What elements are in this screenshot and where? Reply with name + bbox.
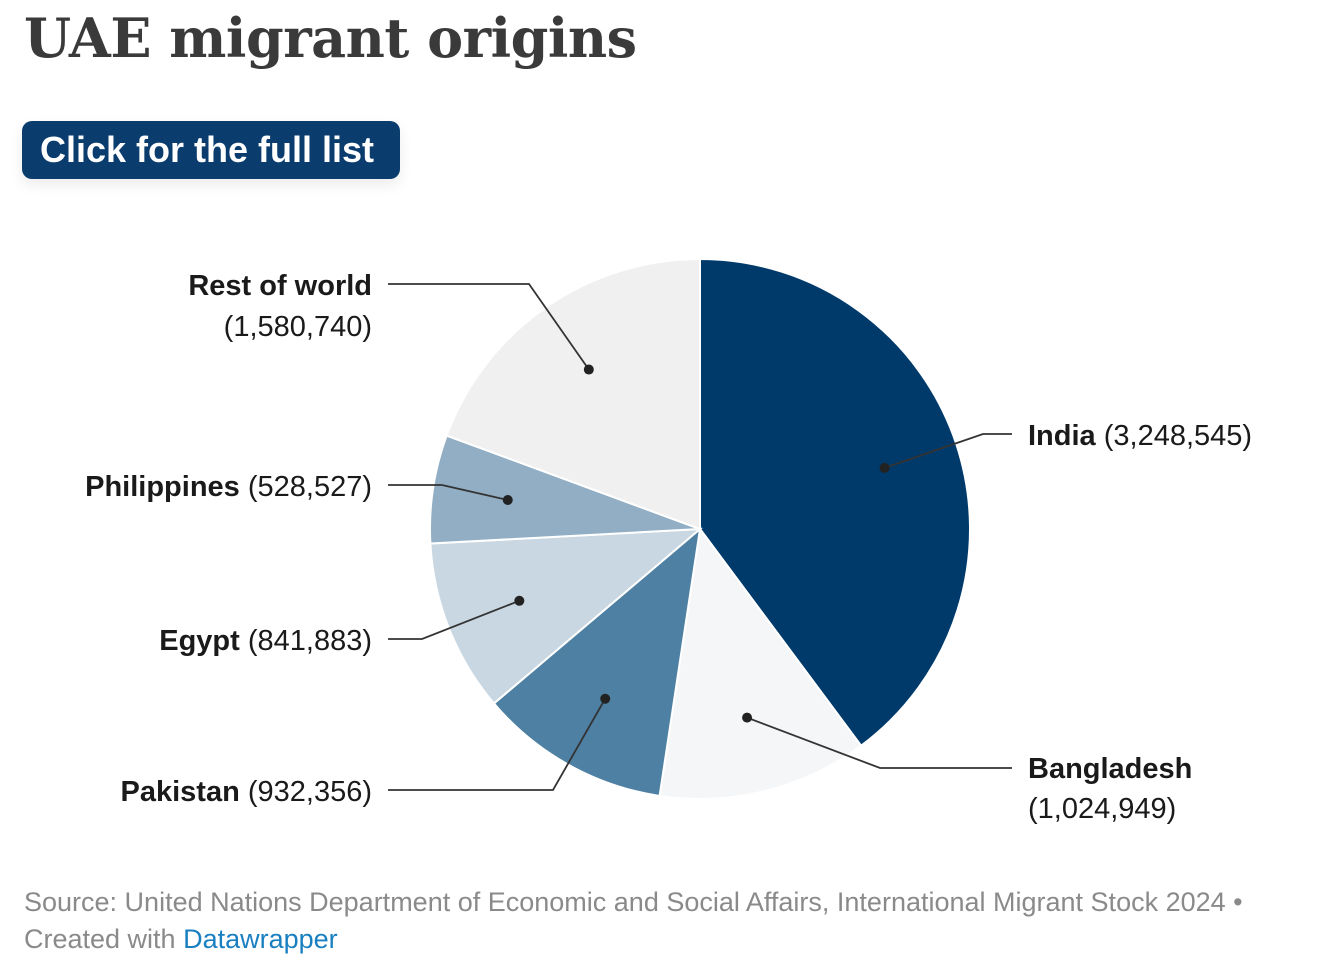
leader-dot-bangladesh	[742, 712, 753, 723]
source-note: Source: United Nations Department of Eco…	[24, 884, 1324, 958]
leader-line-egypt	[388, 599, 520, 640]
leader-dot-philippines	[502, 495, 513, 506]
label-name-egypt: Egypt	[159, 625, 240, 657]
data-label-pakistan: Pakistan (932,356)	[121, 776, 373, 808]
datawrapper-link[interactable]: Datawrapper	[183, 924, 338, 954]
chart-title: UAE migrant origins	[24, 6, 637, 70]
label-name-philippines: Philippines	[85, 471, 240, 503]
label-value-india: (3,248,545)	[1096, 420, 1252, 452]
leader-dot-egypt	[514, 595, 525, 606]
data-label-philippines: Philippines (528,527)	[85, 471, 372, 503]
leader-line-bangladesh	[746, 716, 1012, 769]
data-label-egypt: Egypt (841,883)	[159, 625, 372, 657]
label-name-india: India	[1028, 420, 1097, 452]
pie-slice-philippines	[429, 434, 701, 545]
label-name-rest-of-world: Rest of world	[188, 270, 372, 302]
label-value-philippines: (528,527)	[240, 471, 372, 503]
label-name-pakistan: Pakistan	[121, 776, 240, 808]
leader-line-rest-of-world	[388, 283, 590, 371]
label-value-bangladesh: (1,024,949)	[1028, 793, 1176, 825]
leader-line-philippines	[388, 484, 508, 501]
data-label-india: India (3,248,545)	[1028, 420, 1252, 452]
leader-dot-rest-of-world	[583, 364, 594, 375]
leader-line-pakistan	[388, 698, 607, 791]
leader-dot-india	[879, 462, 890, 473]
leader-dot-pakistan	[600, 693, 611, 704]
full-list-button[interactable]: Click for the full list	[22, 121, 401, 179]
source-text: Source: United Nations Department of Eco…	[24, 887, 1243, 954]
label-value-egypt: (841,883)	[240, 625, 372, 657]
label-value-pakistan: (932,356)	[240, 776, 372, 808]
pie-slice-india	[699, 257, 971, 748]
label-name-bangladesh: Bangladesh	[1028, 753, 1192, 785]
label-value-rest-of-world: (1,580,740)	[224, 311, 372, 343]
leader-line-india	[884, 433, 1012, 469]
